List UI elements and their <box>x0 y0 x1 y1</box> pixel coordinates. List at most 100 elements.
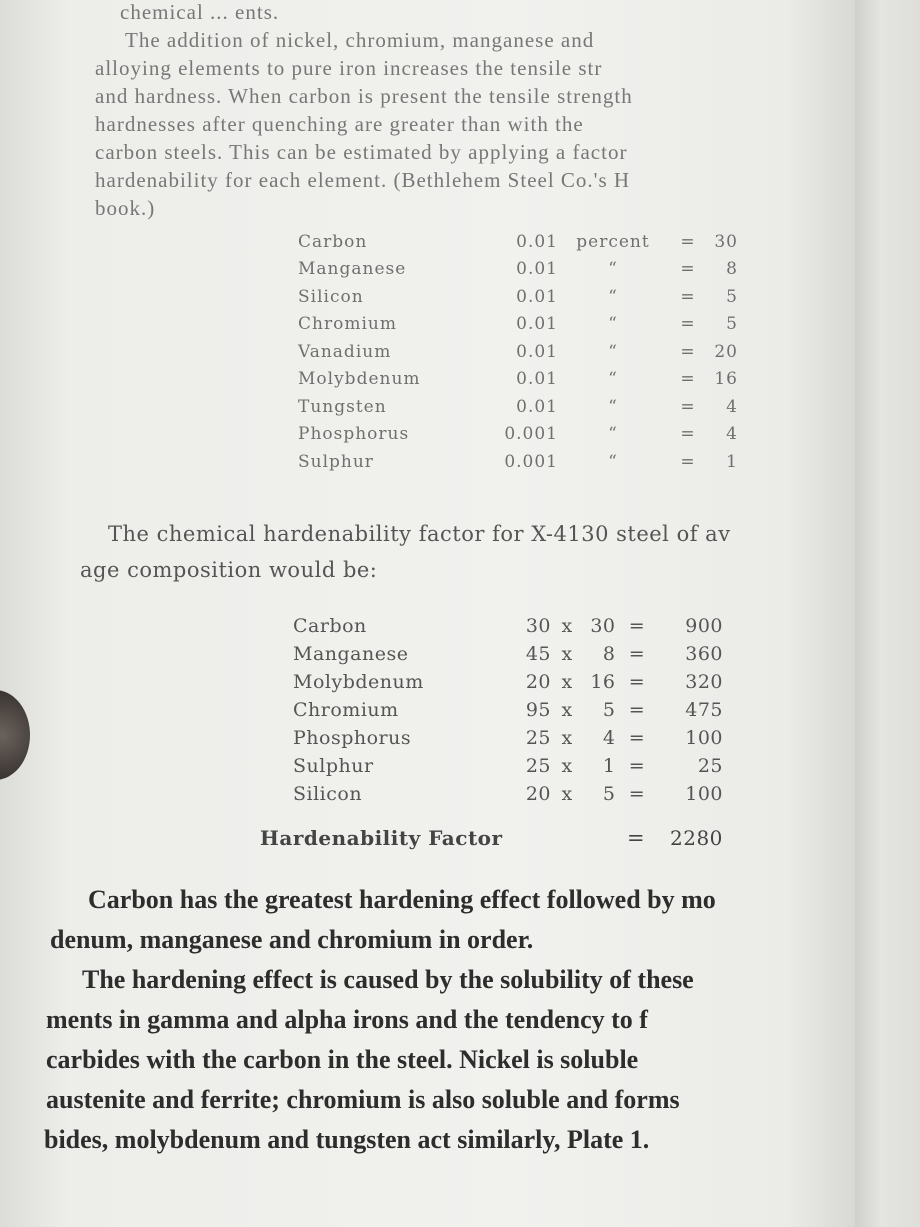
table-cell: Carbon <box>293 615 367 637</box>
table-cell: 30 <box>525 615 551 637</box>
table-cell: = <box>628 699 646 721</box>
table-row: Silicon 20 x 5 = 100 <box>293 780 723 808</box>
table-cell: 5 <box>726 314 738 335</box>
table-cell: 20 <box>714 341 738 362</box>
table-cell: Phosphorus <box>298 424 410 445</box>
table-row: Phosphorus 25 x 4 = 100 <box>293 724 723 752</box>
table-cell: = <box>680 341 696 362</box>
table-cell: 8 <box>726 259 738 280</box>
table-cell: Molybdenum <box>293 671 424 693</box>
table-cell: Silicon <box>298 286 364 307</box>
table-cell: 95 <box>525 699 551 721</box>
table-row: Carbon 0.01 percent = 30 <box>298 228 738 256</box>
table-cell: 100 <box>685 727 723 749</box>
text-line: austenite and ferrite; chromium is also … <box>46 1085 680 1114</box>
table-cell: = <box>628 755 646 777</box>
table-cell: = <box>680 259 696 280</box>
table-cell: Sulphur <box>293 755 374 777</box>
table-cell: 30 <box>590 615 616 637</box>
text-line: and hardness. When carbon is present the… <box>95 84 633 108</box>
table-cell: percent <box>576 231 650 252</box>
table-cell: x <box>561 783 573 805</box>
text-line: The hardening effect is caused by the so… <box>82 965 694 994</box>
table-cell: “ <box>608 314 618 335</box>
text-line: The addition of nickel, chromium, mangan… <box>125 28 595 52</box>
table-cell: 100 <box>685 783 723 805</box>
table-cell: 0.01 <box>516 341 558 362</box>
table-cell: = <box>628 671 646 693</box>
text-line: ments in gamma and alpha irons and the t… <box>46 1005 648 1034</box>
table-cell: “ <box>608 451 618 472</box>
table-row: Molybdenum 0.01 “ = 16 <box>298 366 738 394</box>
table-row: Tungsten 0.01 “ = 4 <box>298 393 738 421</box>
table-cell: = <box>680 286 696 307</box>
table-row: Chromium 0.01 “ = 5 <box>298 311 738 339</box>
book-page <box>0 0 855 1227</box>
table-cell: “ <box>608 286 618 307</box>
table-cell: 30 <box>714 231 738 252</box>
table-cell: 8 <box>602 643 616 665</box>
table-cell: Chromium <box>293 699 399 721</box>
table-cell: Carbon <box>298 231 368 252</box>
total-value: 2280 <box>670 826 723 850</box>
table-cell: 900 <box>685 615 723 637</box>
table-cell: Silicon <box>293 783 363 805</box>
table-cell: 0.01 <box>516 286 558 307</box>
table-cell: “ <box>608 396 618 417</box>
table-cell: Manganese <box>298 259 407 280</box>
text-line: alloying elements to pure iron increases… <box>95 56 603 80</box>
table-cell: “ <box>608 259 618 280</box>
table-cell: = <box>680 424 696 445</box>
table-row: Manganese 0.01 “ = 8 <box>298 256 738 284</box>
table-cell: 1 <box>602 755 616 777</box>
table-cell: 45 <box>525 643 551 665</box>
total-label: Hardenability Factor <box>260 826 503 850</box>
table-cell: = <box>628 615 646 637</box>
table-cell: “ <box>608 341 618 362</box>
table-cell: 25 <box>525 727 551 749</box>
table-cell: = <box>628 643 646 665</box>
table-cell: 20 <box>525 671 551 693</box>
table-cell: 1 <box>726 451 738 472</box>
table-cell: 0.001 <box>504 451 558 472</box>
table-cell: = <box>680 314 696 335</box>
table-row: Carbon 30 x 30 = 900 <box>293 612 723 640</box>
table-cell: 4 <box>602 727 616 749</box>
table-cell: = <box>680 231 696 252</box>
table-cell: 20 <box>525 783 551 805</box>
table-row: Sulphur 25 x 1 = 25 <box>293 752 723 780</box>
table-cell: 0.01 <box>516 231 558 252</box>
table-cell: = <box>680 396 696 417</box>
factor-table: Carbon 0.01 percent = 30 Manganese 0.01 “ = 8 Sili… <box>298 228 738 476</box>
table-cell: 0.01 <box>516 369 558 390</box>
table-cell: 5 <box>726 286 738 307</box>
table-cell: x <box>561 643 573 665</box>
table-cell: x <box>561 727 573 749</box>
page-edge <box>855 0 920 1227</box>
table-cell: Tungsten <box>298 396 387 417</box>
table-cell: x <box>561 699 573 721</box>
text-line: book.) <box>95 196 156 220</box>
table-cell: Manganese <box>293 643 409 665</box>
table-cell: = <box>628 783 646 805</box>
table-cell: Vanadium <box>298 341 392 362</box>
table-cell: 0.01 <box>516 314 558 335</box>
table-cell: 5 <box>602 699 616 721</box>
table-cell: 4 <box>726 396 738 417</box>
text-line: bides, molybdenum and tungsten act simil… <box>44 1125 650 1154</box>
text-line: The chemical hardenability factor for X-… <box>108 522 731 546</box>
text-line: hardenability for each element. (Bethleh… <box>95 168 631 192</box>
table-cell: = <box>680 369 696 390</box>
calc-table: Carbon 30 x 30 = 900 Manganese 45 x 8 = 360 Molybden… <box>293 612 723 808</box>
table-row: Sulphur 0.001 “ = 1 <box>298 448 738 476</box>
table-cell: 25 <box>697 755 723 777</box>
table-row: Silicon 0.01 “ = 5 <box>298 283 738 311</box>
table-cell: 16 <box>714 369 738 390</box>
text-line: chemical ... ents. <box>120 0 280 24</box>
text-line: hardnesses after quenching are greater t… <box>95 112 584 136</box>
table-cell: 360 <box>685 643 723 665</box>
total-eq: = <box>627 826 646 850</box>
table-cell: Chromium <box>298 314 397 335</box>
table-cell: x <box>561 671 573 693</box>
text-line: carbon steels. This can be estimated by … <box>95 140 628 164</box>
